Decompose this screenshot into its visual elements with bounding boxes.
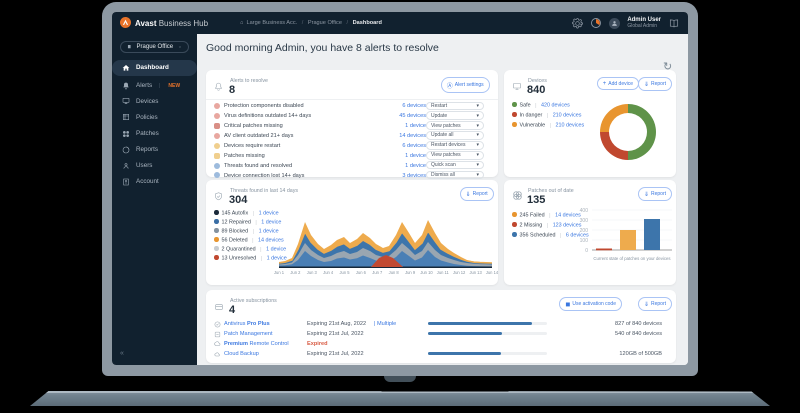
svg-text:100: 100 [580,238,589,244]
svg-text:300: 300 [580,218,589,224]
svg-text:0: 0 [585,248,588,254]
svg-text:400: 400 [580,208,589,214]
svg-text:200: 200 [580,228,589,234]
svg-text:Current state of patches on yo: Current state of patches on your devices [593,256,670,261]
